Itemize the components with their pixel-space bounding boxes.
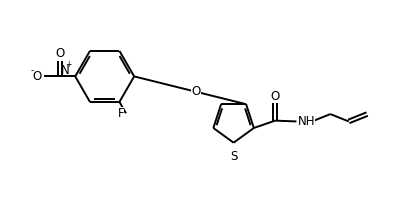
- Text: F: F: [117, 107, 124, 120]
- Text: +: +: [65, 60, 72, 69]
- Text: O: O: [191, 85, 200, 98]
- Text: S: S: [229, 150, 237, 163]
- Text: -: -: [30, 66, 33, 75]
- Text: NH: NH: [297, 115, 314, 128]
- Text: O: O: [55, 47, 64, 60]
- Text: O: O: [270, 90, 279, 103]
- Text: N: N: [60, 64, 69, 77]
- Text: O: O: [33, 70, 42, 83]
